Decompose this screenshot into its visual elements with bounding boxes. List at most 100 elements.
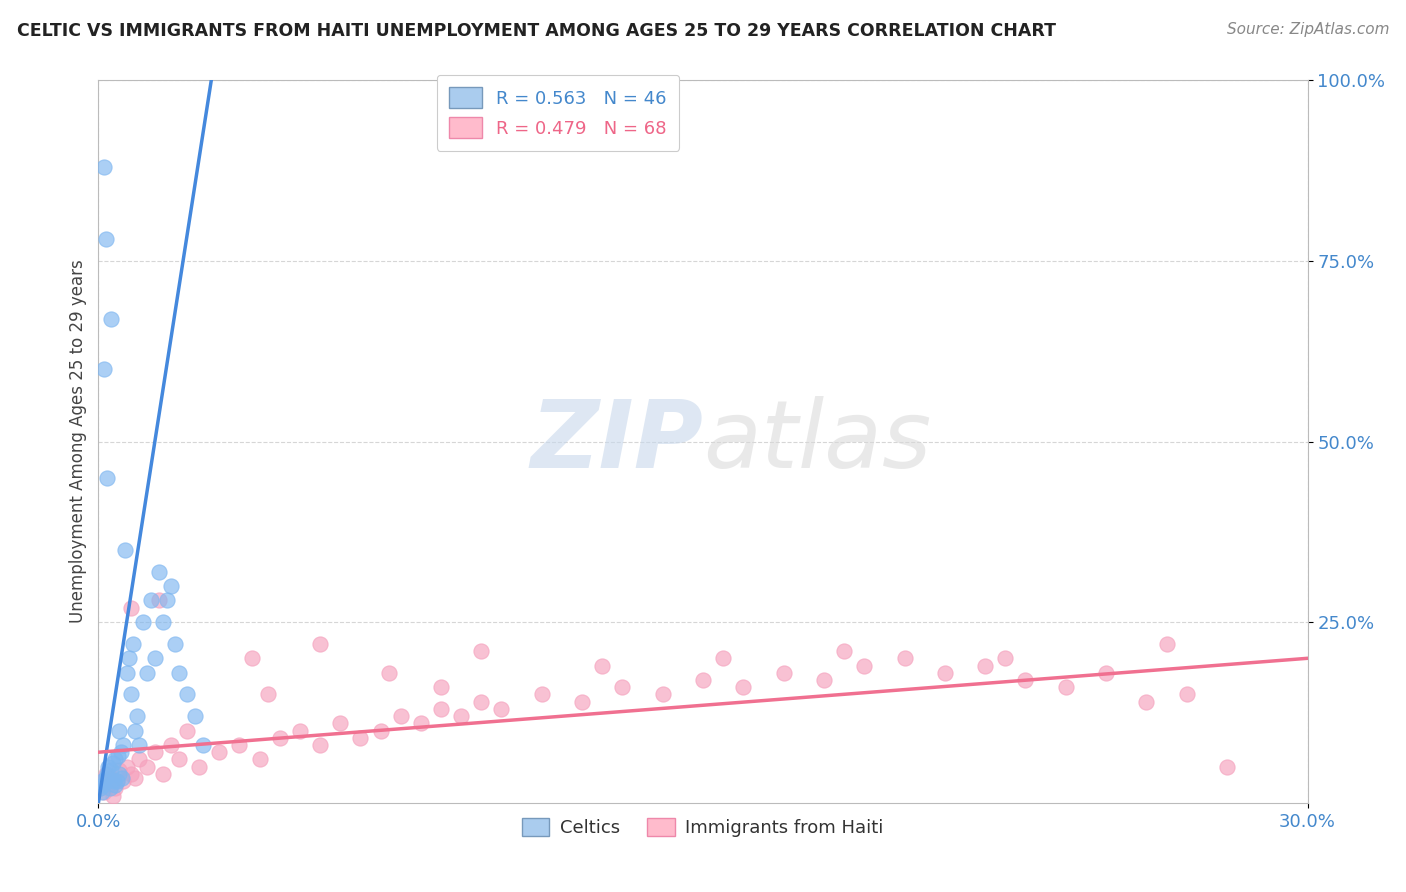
Point xyxy=(853,658,876,673)
Text: atlas: atlas xyxy=(703,396,931,487)
Point xyxy=(249,752,271,766)
Point xyxy=(1156,637,1178,651)
Point xyxy=(100,764,122,778)
Point xyxy=(430,702,453,716)
Point xyxy=(107,764,129,778)
Point xyxy=(110,745,132,759)
Point xyxy=(103,781,125,796)
Point xyxy=(120,687,142,701)
Point xyxy=(89,781,111,796)
Point xyxy=(124,771,146,785)
Point xyxy=(124,723,146,738)
Point xyxy=(97,778,120,792)
Point xyxy=(389,709,412,723)
Point xyxy=(148,565,170,579)
Point xyxy=(240,651,263,665)
Point xyxy=(193,738,215,752)
Point xyxy=(832,644,855,658)
Point xyxy=(377,665,399,680)
Legend: Celtics, Immigrants from Haiti: Celtics, Immigrants from Haiti xyxy=(515,811,891,845)
Point xyxy=(101,789,124,803)
Point xyxy=(934,665,956,680)
Text: ZIP: ZIP xyxy=(530,395,703,488)
Point xyxy=(733,680,755,694)
Point xyxy=(349,731,371,745)
Point xyxy=(89,781,111,796)
Point xyxy=(329,716,352,731)
Point xyxy=(96,767,118,781)
Point xyxy=(450,709,472,723)
Point xyxy=(430,680,453,694)
Point xyxy=(893,651,915,665)
Point xyxy=(309,738,332,752)
Point xyxy=(152,615,174,630)
Point xyxy=(115,760,138,774)
Point xyxy=(135,665,157,680)
Point xyxy=(772,665,794,680)
Y-axis label: Unemployment Among Ages 25 to 29 years: Unemployment Among Ages 25 to 29 years xyxy=(69,260,87,624)
Point xyxy=(100,771,122,785)
Point xyxy=(93,160,115,174)
Point xyxy=(90,785,112,799)
Point xyxy=(107,748,129,763)
Point xyxy=(470,695,492,709)
Point xyxy=(208,745,231,759)
Point xyxy=(188,760,211,774)
Point xyxy=(370,723,392,738)
Point xyxy=(167,665,190,680)
Point xyxy=(91,778,114,792)
Point xyxy=(111,774,134,789)
Point xyxy=(1095,665,1118,680)
Point xyxy=(91,774,114,789)
Point xyxy=(994,651,1017,665)
Point xyxy=(105,774,128,789)
Point xyxy=(156,593,179,607)
Point xyxy=(269,731,291,745)
Point xyxy=(103,774,125,789)
Point xyxy=(1014,673,1036,687)
Point xyxy=(288,723,311,738)
Point xyxy=(96,767,118,781)
Point xyxy=(111,738,134,752)
Point xyxy=(120,600,142,615)
Point xyxy=(491,702,513,716)
Point xyxy=(167,752,190,766)
Point xyxy=(160,738,183,752)
Point xyxy=(612,680,634,694)
Point xyxy=(651,687,673,701)
Point xyxy=(160,579,183,593)
Point xyxy=(128,738,150,752)
Point xyxy=(103,752,125,766)
Point xyxy=(813,673,835,687)
Point xyxy=(163,637,186,651)
Point xyxy=(148,593,170,607)
Text: CELTIC VS IMMIGRANTS FROM HAITI UNEMPLOYMENT AMONG AGES 25 TO 29 YEARS CORRELATI: CELTIC VS IMMIGRANTS FROM HAITI UNEMPLOY… xyxy=(17,22,1056,40)
Point xyxy=(128,752,150,766)
Point xyxy=(108,767,131,781)
Point xyxy=(121,637,143,651)
Point xyxy=(530,687,553,701)
Point xyxy=(974,658,997,673)
Point xyxy=(107,723,129,738)
Point xyxy=(97,760,120,774)
Point xyxy=(93,785,115,799)
Point xyxy=(96,771,118,785)
Point xyxy=(91,774,114,789)
Point xyxy=(184,709,207,723)
Point xyxy=(100,311,122,326)
Point xyxy=(176,687,198,701)
Point xyxy=(591,658,613,673)
Point xyxy=(409,716,432,731)
Point xyxy=(96,471,118,485)
Text: Source: ZipAtlas.com: Source: ZipAtlas.com xyxy=(1226,22,1389,37)
Point xyxy=(101,756,124,770)
Point xyxy=(143,745,166,759)
Point xyxy=(470,644,492,658)
Point xyxy=(104,778,127,792)
Point xyxy=(114,542,136,557)
Point xyxy=(94,232,117,246)
Point xyxy=(105,774,128,789)
Point xyxy=(115,665,138,680)
Point xyxy=(228,738,250,752)
Point xyxy=(692,673,714,687)
